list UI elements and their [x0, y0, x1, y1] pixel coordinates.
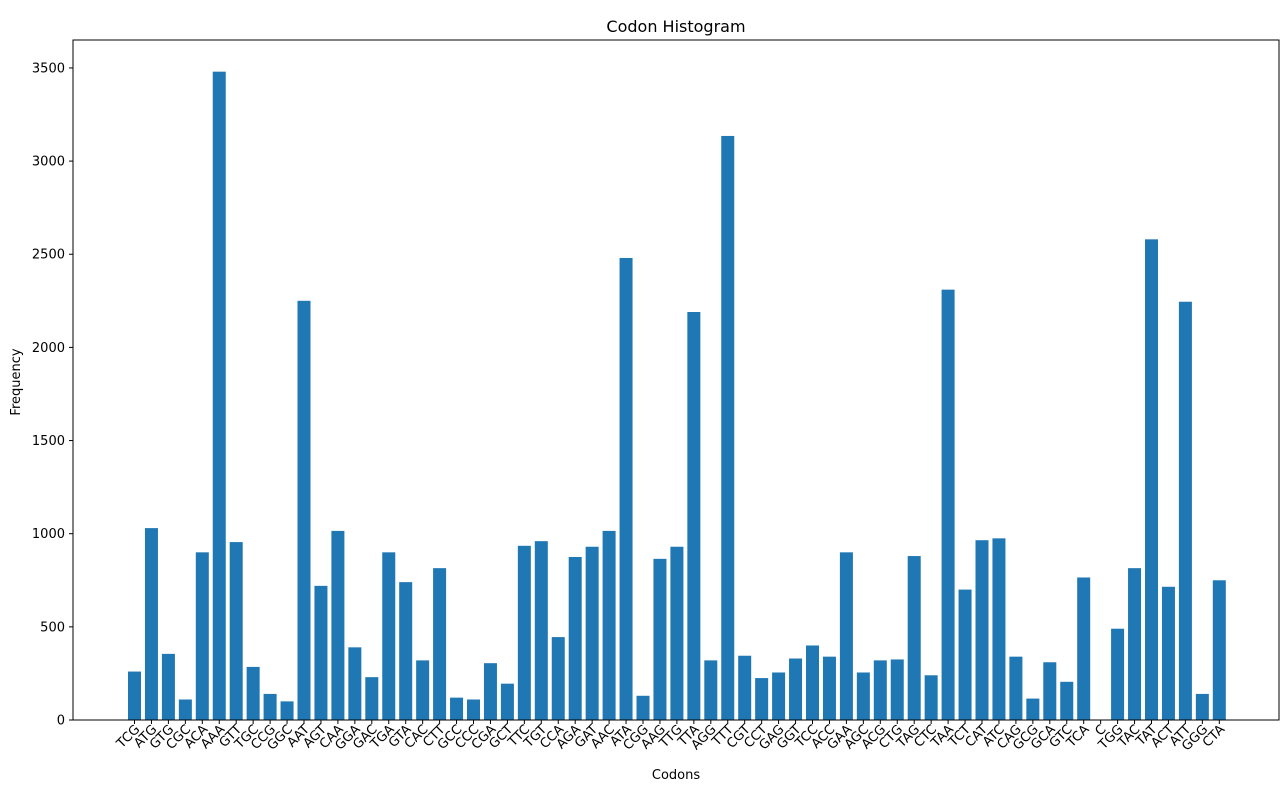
bar-gtg: [161, 653, 175, 720]
bar-gag: [772, 672, 786, 720]
bar-tgt: [534, 541, 548, 720]
y-tick-label: 500: [40, 620, 65, 635]
bar-agt: [314, 585, 328, 720]
y-tick-label: 3000: [32, 155, 65, 170]
bar-agg: [704, 660, 718, 720]
bar-ttt: [721, 135, 735, 720]
chart-title: Codon Histogram: [606, 17, 745, 36]
bar-tag: [907, 556, 921, 720]
bar-tga: [382, 552, 396, 720]
bar-gca: [1043, 662, 1057, 720]
bar-aga: [568, 556, 582, 720]
bar-gga: [348, 647, 362, 720]
plot-frame: [72, 39, 1280, 721]
y-tick-label: 1500: [32, 434, 65, 449]
bar-tta: [687, 312, 701, 720]
bar-atg: [144, 528, 158, 720]
y-axis-ticks: 0 500 1000 1500 2000 2500 3000 3500: [32, 61, 73, 729]
bars-group: [128, 71, 1226, 721]
bar-tac: [1128, 568, 1142, 720]
bar-ttg: [670, 546, 684, 720]
bar-cct: [755, 678, 769, 720]
bar-cgc: [178, 699, 192, 720]
bar-cat: [975, 540, 989, 720]
bar-ggt: [789, 658, 803, 720]
bar-ccg: [263, 693, 277, 720]
bar-gaa: [839, 552, 853, 720]
x-axis-label: Codons: [652, 768, 700, 783]
bar-caa: [331, 530, 345, 720]
bar-gtc: [1060, 681, 1074, 720]
bar-ccc: [467, 699, 480, 720]
bar-gac: [365, 677, 379, 720]
bar-tat: [1145, 239, 1158, 720]
bar-ctc: [924, 675, 938, 720]
bar-gcg: [1026, 698, 1040, 720]
bar-tgg: [1111, 628, 1125, 720]
bar-cga: [483, 663, 497, 720]
x-axis-ticks: TCGATGGTGCGCACAAAAGTTTGCCCGGGCAATAGTCAAG…: [113, 720, 1228, 754]
bar-ggg: [1195, 693, 1209, 720]
bar-ctg: [890, 659, 904, 720]
bar-cac: [416, 660, 430, 720]
bar-tgc: [246, 666, 260, 720]
bar-act: [1161, 586, 1175, 720]
bar-aca: [195, 552, 209, 720]
bar-tca: [1077, 577, 1091, 720]
y-tick-label: 1000: [32, 527, 65, 542]
bar-acg: [873, 660, 887, 720]
y-tick-label: 3500: [32, 61, 65, 76]
bar-aac: [602, 530, 616, 720]
bar-atc: [992, 538, 1006, 720]
bar-tcc: [806, 645, 819, 720]
bar-gcc: [450, 697, 464, 720]
bar-ggc: [280, 701, 294, 720]
y-tick-label: 2500: [32, 248, 65, 263]
bar-aat: [297, 300, 311, 720]
bar-aaa: [212, 71, 226, 721]
bar-cca: [551, 637, 565, 720]
bar-taa: [941, 289, 955, 720]
bar-ctt: [433, 568, 447, 720]
bar-tcg: [128, 671, 141, 720]
bar-acc: [822, 656, 836, 720]
y-tick-label: 0: [57, 714, 65, 729]
bar-gat: [585, 546, 599, 720]
bar-gct: [500, 683, 514, 720]
bar-cgt: [738, 655, 752, 720]
bar-cag: [1009, 656, 1023, 720]
bar-gta: [399, 582, 413, 720]
bar-cta: [1212, 580, 1226, 720]
bar-gtt: [229, 542, 243, 720]
bar-agc: [856, 672, 870, 720]
bar-ttc: [517, 545, 531, 720]
y-tick-label: 2000: [32, 341, 65, 356]
bar-aag: [653, 558, 667, 720]
bar-cgg: [636, 695, 650, 720]
y-axis-label: Frequency: [9, 348, 24, 415]
bar-tct: [958, 589, 972, 720]
bar-att: [1178, 301, 1192, 720]
bar-ata: [619, 257, 633, 720]
